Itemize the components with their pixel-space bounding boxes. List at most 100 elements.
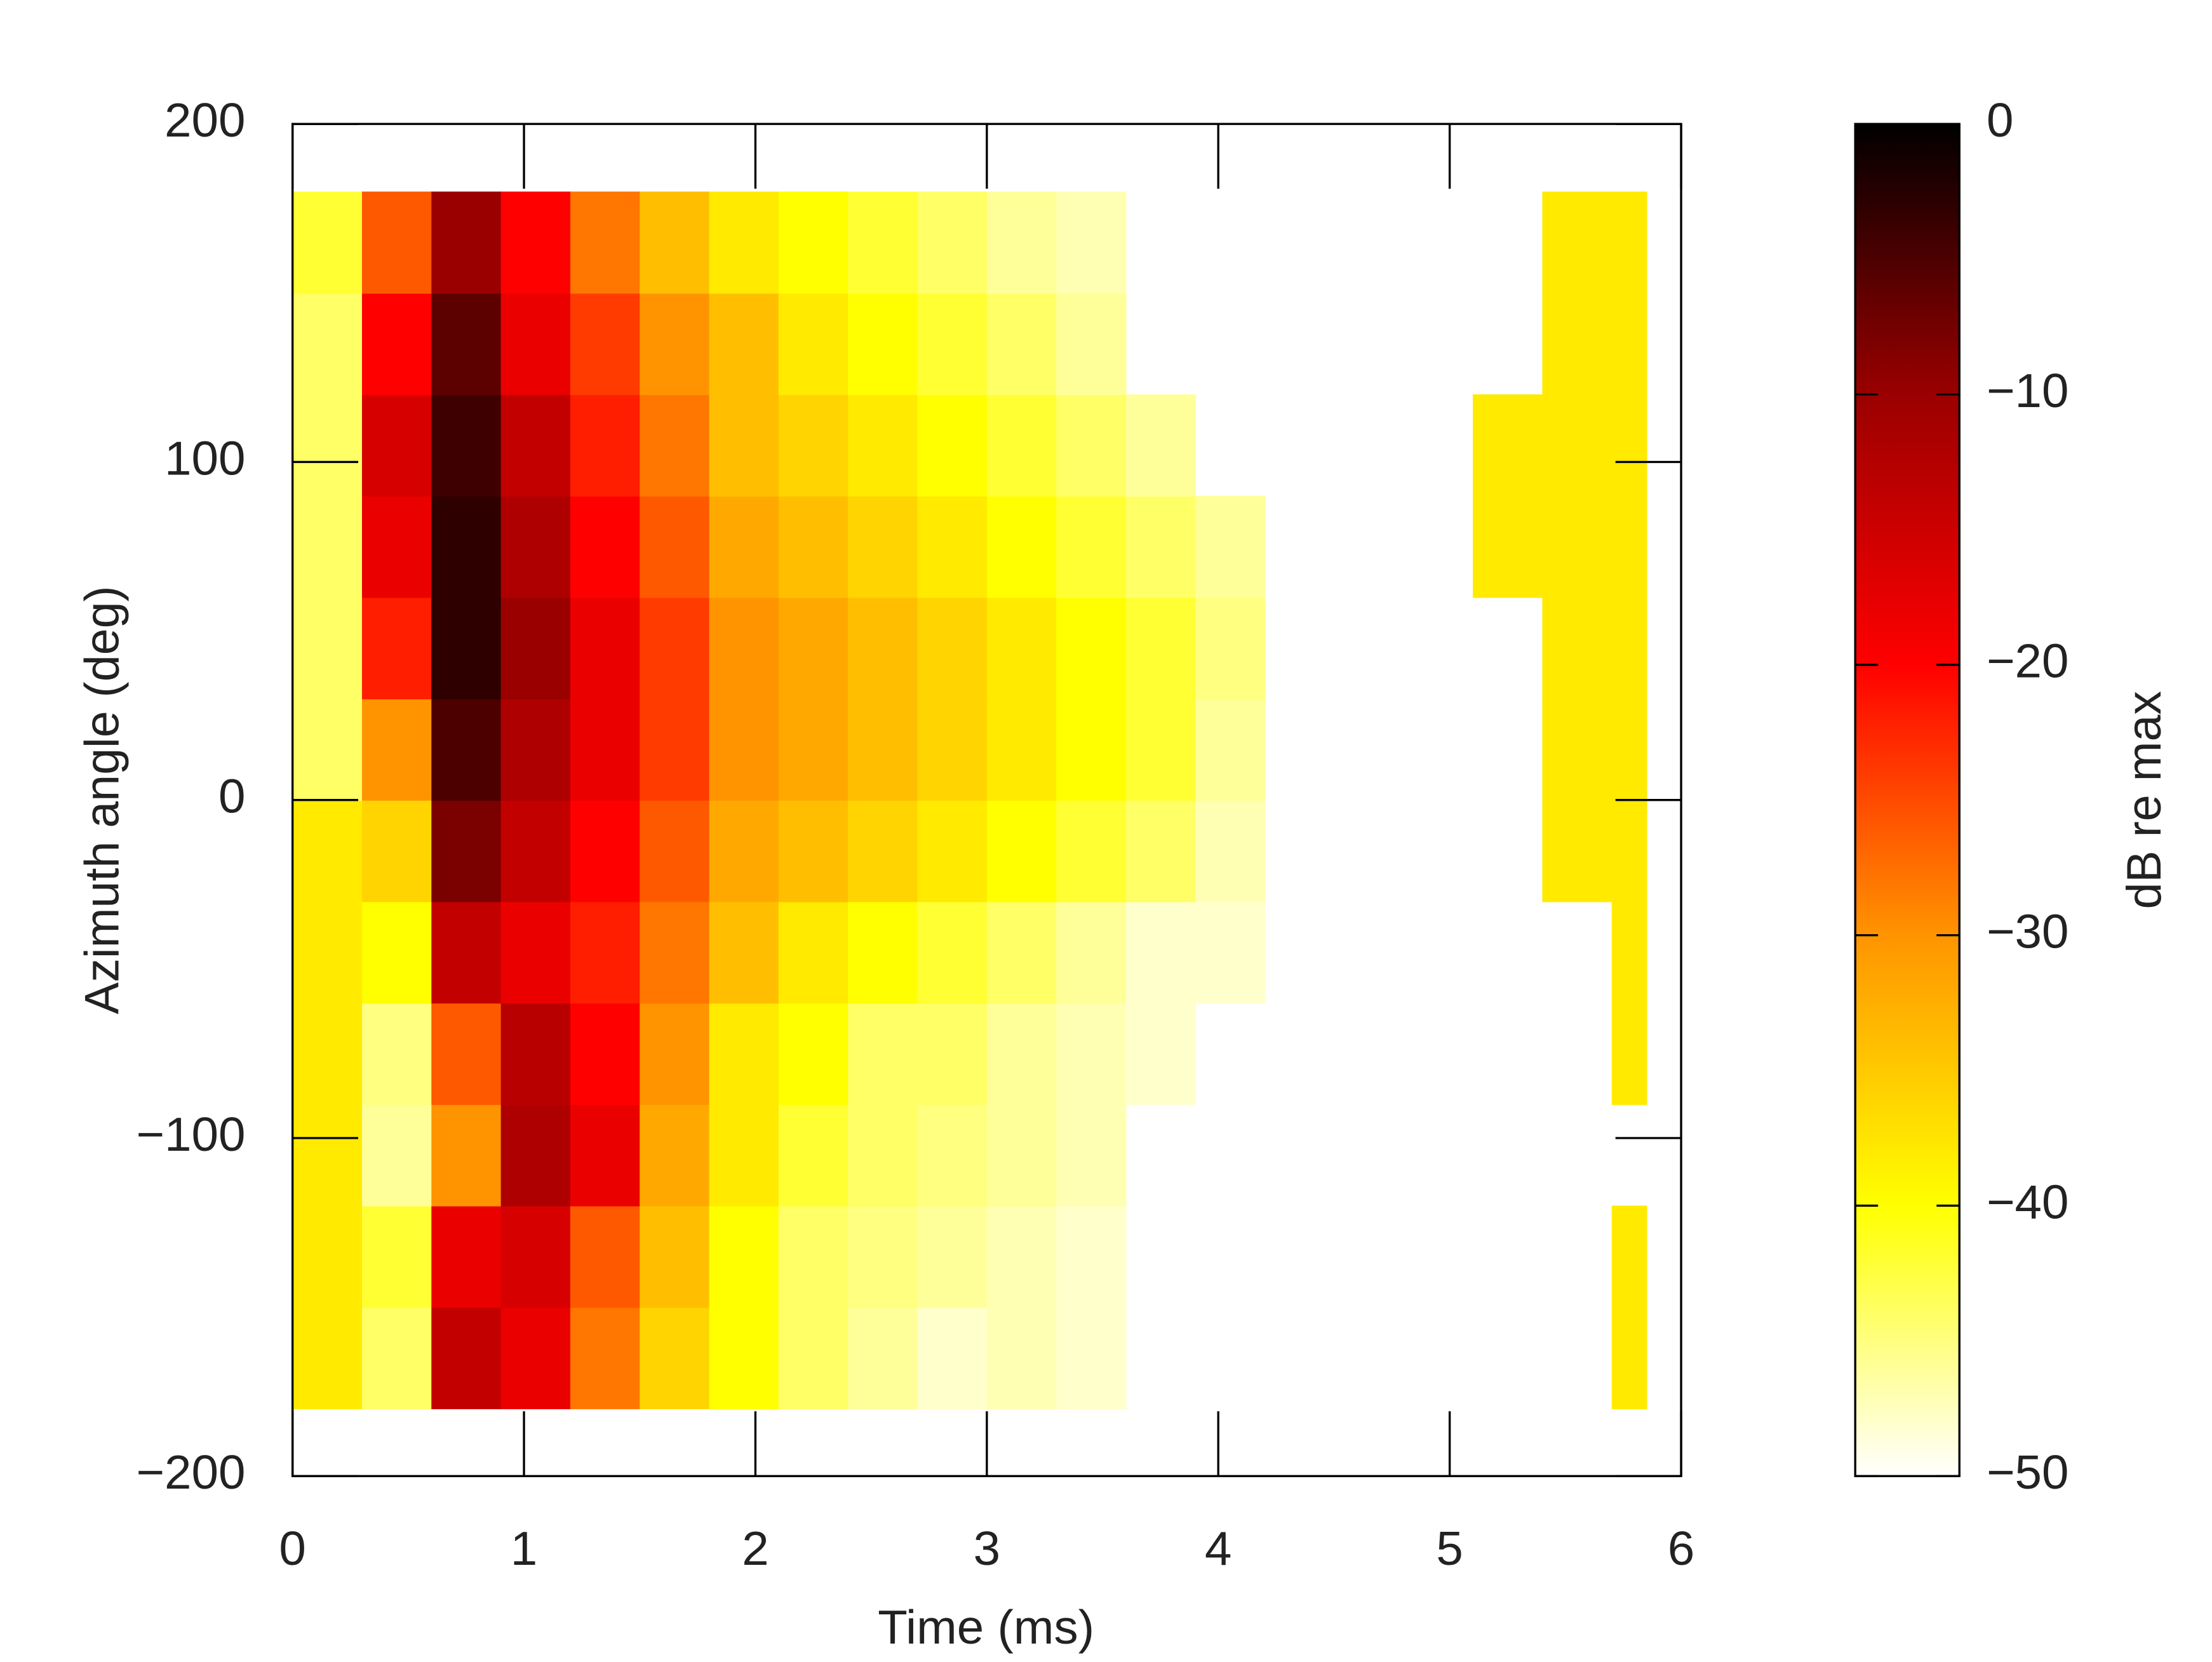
heatmap-cell — [1056, 495, 1127, 598]
heatmap-cell — [1542, 293, 1612, 396]
heatmap-cell — [1056, 1307, 1127, 1409]
heatmap-cell — [709, 699, 780, 801]
heatmap-cell — [986, 1003, 1057, 1105]
heatmap-cell — [848, 293, 918, 396]
heatmap-cell — [292, 1104, 363, 1207]
heatmap-cell — [917, 1205, 988, 1308]
heatmap-cell — [1125, 901, 1196, 1004]
heatmap-cell — [500, 1003, 572, 1105]
heatmap-cell — [361, 699, 432, 801]
heatmap-cell — [500, 495, 572, 598]
heatmap-cell — [1611, 699, 1647, 801]
heatmap-cell — [917, 1307, 988, 1409]
heatmap-cell — [570, 394, 641, 497]
heatmap-cell — [1473, 394, 1543, 497]
heatmap-cell — [709, 394, 780, 497]
colorbar-tick-label: 0 — [1987, 94, 2013, 147]
heatmap-cell — [986, 901, 1057, 1004]
heatmap-cell — [917, 394, 988, 497]
heatmap-cell — [1611, 597, 1647, 700]
heatmap-cell — [778, 394, 849, 497]
heatmap-cell — [431, 1307, 502, 1409]
heatmap-cell — [986, 800, 1057, 902]
heatmap-cell — [778, 1104, 849, 1207]
heatmap-cell — [292, 495, 363, 598]
heatmap-cell — [778, 901, 849, 1004]
heatmap-cell — [361, 293, 432, 396]
heatmap-cell — [778, 800, 849, 902]
heatmap-cell — [640, 394, 710, 497]
heatmap-cell — [570, 191, 641, 294]
heatmap-cell — [500, 800, 572, 902]
heatmap-cell — [361, 901, 432, 1004]
heatmap-cell — [431, 800, 502, 902]
heatmap-cell — [292, 1205, 363, 1308]
heatmap-cell — [917, 495, 988, 598]
heatmap-cell — [500, 1104, 572, 1207]
heatmap-cell — [500, 597, 572, 700]
heatmap-cell — [361, 1003, 432, 1105]
heatmap-cell — [640, 597, 710, 700]
heatmap-cell — [431, 901, 502, 1004]
x-tick-label: 1 — [511, 1522, 537, 1575]
colorbar-tick-label: −30 — [1987, 905, 2069, 958]
y-tick-label: −200 — [136, 1446, 245, 1499]
heatmap-cell — [709, 1104, 780, 1207]
heatmap-cell — [848, 1307, 918, 1409]
heatmap-cell — [848, 1205, 918, 1308]
heatmap-cell — [917, 699, 988, 801]
heatmap-cell — [640, 901, 710, 1004]
heatmap-cell — [709, 800, 780, 902]
heatmap-cell — [1125, 800, 1196, 902]
heatmap-cell — [570, 1003, 641, 1105]
heatmap-cell — [570, 597, 641, 700]
heatmap-cell — [778, 699, 849, 801]
heatmap-cell — [361, 800, 432, 902]
heatmap-cell — [709, 1205, 780, 1308]
heatmap-cell — [500, 293, 572, 396]
heatmap-cell — [917, 293, 988, 396]
heatmap-cell — [1195, 901, 1266, 1004]
x-tick-label: 2 — [742, 1522, 768, 1575]
heatmap-cell — [292, 1307, 363, 1409]
heatmap-cell — [570, 699, 641, 801]
heatmap-cell — [1611, 293, 1647, 396]
heatmap-cell — [778, 1205, 849, 1308]
heatmap-cell — [709, 1307, 780, 1409]
heatmap-cell — [500, 394, 572, 497]
x-tick-label: 0 — [279, 1522, 305, 1575]
heatmap-cell — [431, 699, 502, 801]
heatmap-cell — [1125, 699, 1196, 801]
heatmap-cell — [1611, 495, 1647, 598]
heatmap-cell — [778, 191, 849, 294]
heatmap-cell — [709, 191, 780, 294]
heatmap-cell — [431, 191, 502, 294]
heatmap-cell — [570, 1307, 641, 1409]
heatmap-cell — [1056, 191, 1127, 294]
heatmap-cells — [292, 191, 1647, 1409]
heatmap-cell — [1195, 597, 1266, 700]
heatmap-cell — [1542, 191, 1612, 294]
heatmap-cell — [986, 699, 1057, 801]
heatmap-cell — [778, 597, 849, 700]
y-tick-label: 0 — [218, 770, 245, 823]
x-tick-label: 5 — [1436, 1522, 1463, 1575]
heatmap-cell — [361, 597, 432, 700]
heatmap-cell — [292, 901, 363, 1004]
heatmap-cell — [640, 191, 710, 294]
heatmap-cell — [1611, 1003, 1647, 1105]
colorbar-tick-label: −50 — [1987, 1446, 2069, 1499]
heatmap-cell — [1611, 394, 1647, 497]
heatmap-cell — [292, 597, 363, 700]
heatmap-cell — [640, 1104, 710, 1207]
heatmap-cell — [848, 800, 918, 902]
heatmap-cell — [848, 1003, 918, 1105]
heatmap-cell — [570, 495, 641, 598]
heatmap-cell — [986, 597, 1057, 700]
heatmap-cell — [570, 800, 641, 902]
heatmap-cell — [1542, 800, 1612, 902]
heatmap-cell — [431, 1104, 502, 1207]
y-tick-label: 100 — [164, 432, 245, 485]
heatmap-cell — [640, 1205, 710, 1308]
heatmap-cell — [778, 293, 849, 396]
